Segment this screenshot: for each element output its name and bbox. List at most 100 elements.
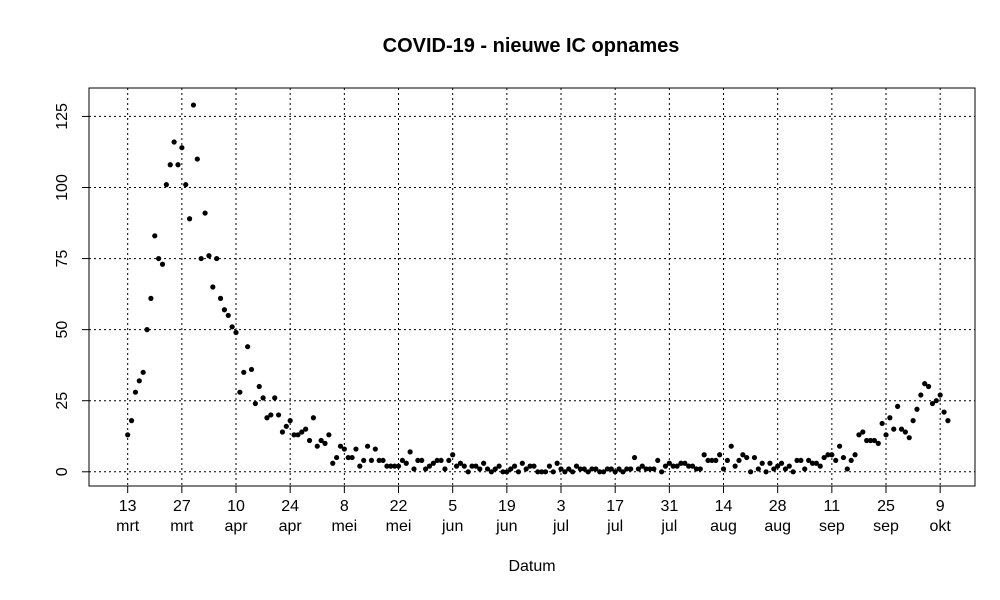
x-tick-label-day: 28	[769, 498, 787, 515]
data-point	[898, 426, 905, 432]
data-point	[411, 466, 417, 472]
data-point	[550, 469, 556, 475]
data-point	[655, 457, 661, 464]
data-point	[384, 463, 390, 469]
data-point	[682, 460, 688, 466]
data-point	[790, 469, 796, 475]
data-point	[624, 466, 630, 472]
data-point	[724, 457, 730, 464]
data-point	[806, 457, 812, 464]
data-point	[287, 418, 293, 424]
data-point	[577, 466, 583, 472]
data-point	[527, 463, 533, 469]
data-point	[941, 409, 947, 415]
data-point	[202, 210, 208, 216]
data-point	[419, 457, 425, 464]
data-point	[488, 469, 494, 475]
data-point	[867, 437, 874, 444]
data-point	[310, 415, 316, 421]
x-tick-label-month: sep	[873, 518, 899, 535]
data-point	[291, 432, 297, 438]
data-point	[125, 432, 131, 438]
data-point	[388, 463, 394, 469]
data-point	[763, 469, 769, 475]
data-point	[662, 463, 669, 469]
data-point	[531, 463, 537, 469]
x-tick-label-month: apr	[224, 518, 248, 535]
data-point	[345, 454, 351, 461]
data-point	[183, 182, 189, 188]
x-tick-label-month: sep	[819, 518, 845, 535]
plot-frame	[88, 87, 976, 487]
data-point	[767, 460, 773, 466]
data-point	[361, 457, 367, 464]
data-point	[128, 418, 135, 424]
data-point	[190, 102, 197, 108]
data-point	[368, 457, 375, 464]
x-tick-label-day: 13	[119, 498, 137, 515]
data-point	[511, 463, 518, 469]
data-point	[759, 460, 765, 466]
data-point	[326, 432, 332, 438]
data-point	[175, 162, 181, 168]
data-point	[844, 466, 850, 472]
x-tick-label-month: aug	[710, 518, 737, 535]
data-point	[701, 452, 707, 458]
data-point	[214, 255, 220, 262]
data-point	[186, 216, 193, 222]
data-point	[744, 454, 750, 461]
data-point	[856, 432, 862, 438]
data-point	[864, 437, 870, 444]
data-point	[639, 463, 645, 469]
data-point	[933, 398, 939, 404]
x-tick-label-month: mrt	[170, 518, 194, 535]
data-point	[689, 463, 696, 469]
data-point	[399, 457, 405, 464]
data-point	[256, 383, 262, 390]
data-point	[442, 466, 448, 472]
data-point	[519, 460, 525, 466]
data-point	[268, 412, 274, 418]
data-point	[748, 469, 754, 475]
data-point	[477, 466, 483, 472]
x-tick-label-day: 3	[557, 498, 566, 515]
data-point	[925, 383, 932, 390]
data-point	[751, 454, 758, 461]
data-point	[376, 457, 382, 464]
data-point	[156, 255, 162, 262]
data-point	[469, 463, 475, 469]
data-point	[570, 469, 576, 475]
data-point	[171, 139, 177, 145]
data-point	[945, 418, 951, 424]
x-tick-label-day: 9	[936, 498, 945, 515]
data-point	[415, 457, 421, 464]
data-point	[581, 466, 587, 472]
data-point	[616, 466, 622, 472]
data-point	[840, 454, 847, 461]
y-tick-label: 0	[54, 467, 71, 476]
data-point	[887, 415, 893, 421]
data-point	[914, 406, 920, 412]
data-point	[237, 389, 243, 395]
data-point	[573, 463, 580, 469]
data-point	[794, 457, 800, 464]
x-tick-label-day: 25	[877, 498, 895, 515]
data-point	[608, 466, 614, 472]
x-tick-label-month: mei	[331, 518, 357, 535]
data-point	[817, 463, 823, 469]
data-point	[484, 466, 491, 472]
data-point	[922, 381, 928, 387]
x-tick-label-month: jul	[552, 518, 569, 535]
data-point	[562, 469, 568, 475]
data-point	[871, 437, 878, 444]
x-tick-label-day: 14	[715, 498, 733, 515]
data-point	[136, 378, 142, 384]
data-point	[705, 457, 711, 464]
data-point	[407, 449, 413, 455]
data-point	[500, 469, 506, 475]
y-tick-label: 25	[54, 392, 71, 410]
data-point	[643, 466, 649, 472]
data-point	[937, 392, 943, 398]
axes: 13 mrt 27 mrt 10 apr 24 apr 8 mei 22 mei 5 jun 19 jun 3 j…	[54, 103, 951, 535]
data-point	[334, 454, 340, 461]
